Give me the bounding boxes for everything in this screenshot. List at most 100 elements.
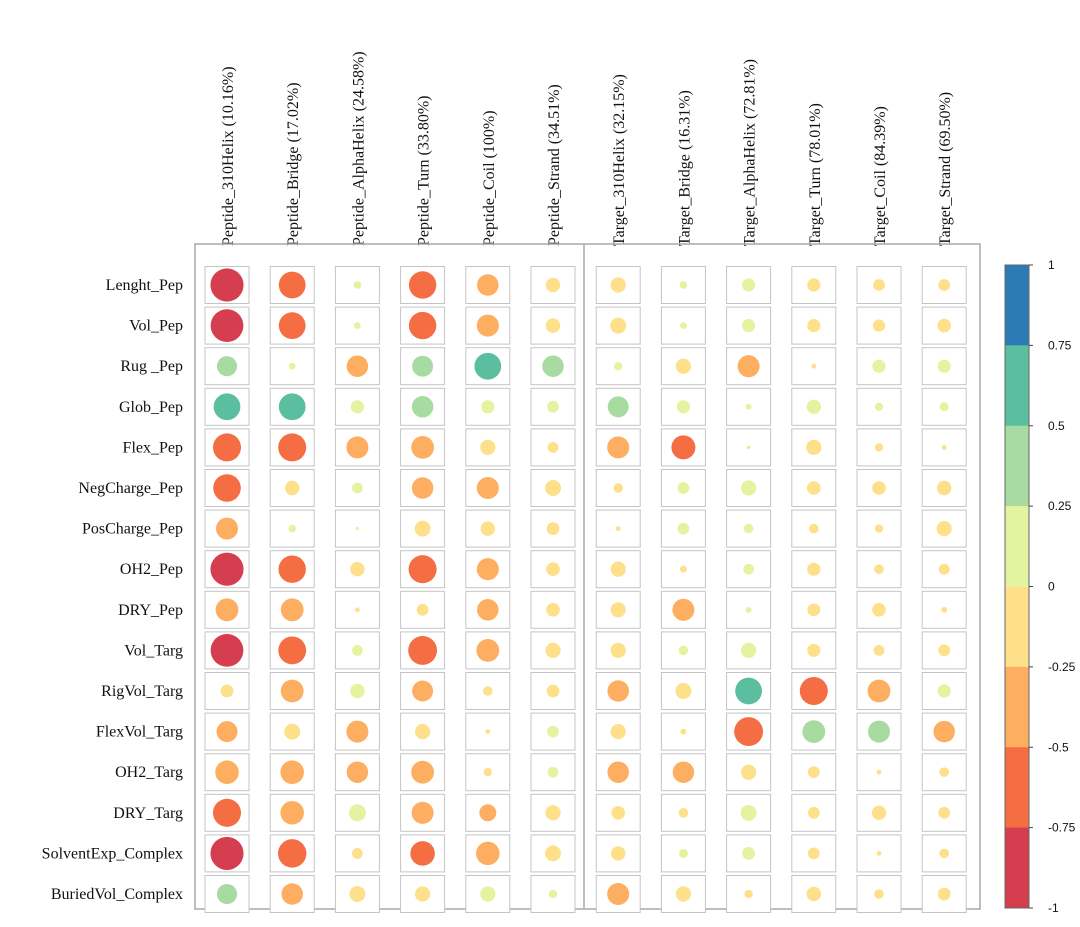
grid-cell	[660, 347, 706, 386]
correlation-bubble	[213, 474, 241, 502]
correlation-bubble	[481, 400, 495, 414]
grid-cell	[921, 347, 967, 386]
colorbar-segment	[1005, 506, 1029, 587]
grid-cell	[465, 875, 511, 913]
correlation-bubble	[807, 319, 821, 333]
correlation-bubble	[607, 396, 629, 418]
correlation-bubble	[213, 393, 241, 421]
row-label: PosCharge_Pep	[82, 521, 183, 538]
correlation-bubble	[545, 805, 561, 821]
colorbar-tick-label: -0.25	[1048, 660, 1076, 674]
correlation-bubble	[349, 886, 366, 902]
correlation-bubble	[281, 883, 303, 905]
correlation-bubble	[746, 445, 751, 450]
correlation-bubble	[611, 806, 625, 820]
correlation-bubble	[610, 846, 626, 861]
correlation-bubble	[355, 526, 360, 531]
grid-cell	[204, 347, 250, 386]
correlation-bubble	[807, 481, 821, 495]
correlation-bubble	[679, 281, 688, 289]
correlation-bubble	[476, 314, 499, 337]
correlation-bubble	[671, 435, 696, 460]
correlation-bubble	[410, 841, 435, 866]
correlation-bubble	[737, 355, 760, 378]
correlation-bubble	[678, 848, 688, 858]
plot-panel	[194, 243, 981, 910]
correlation-bubble	[807, 766, 820, 779]
correlation-bubble	[675, 683, 692, 699]
correlation-bubble	[546, 684, 560, 698]
correlation-bubble	[212, 433, 242, 462]
correlation-bubble	[615, 526, 621, 532]
correlation-bubble	[742, 278, 756, 292]
correlation-bubble	[874, 402, 884, 411]
correlation-bubble	[408, 311, 437, 340]
correlation-bubble	[874, 524, 884, 533]
row-label: BuriedVol_Complex	[51, 886, 183, 903]
correlation-bubble	[352, 848, 363, 859]
correlation-bubble	[414, 723, 431, 740]
colorbar-tick-label: -1	[1048, 901, 1059, 915]
column-label: Target_Coil (84.39%)	[872, 106, 889, 246]
correlation-bubble	[212, 798, 242, 827]
correlation-bubble	[476, 638, 500, 662]
correlation-bubble	[353, 281, 362, 289]
correlation-bubble	[675, 358, 692, 374]
correlation-bubble	[802, 720, 826, 744]
correlation-bubble	[876, 850, 882, 856]
colorbar-legend: 1 0.75 0.5 0.25 0 -0.25 -0.5 -0.75 -1	[1004, 258, 1076, 915]
correlation-bubble	[215, 598, 239, 622]
correlation-bubble	[678, 645, 689, 656]
correlation-bubble	[408, 635, 438, 665]
correlation-bubble	[740, 642, 757, 659]
row-label: Vol_Targ	[124, 642, 183, 659]
correlation-bubble	[807, 278, 821, 292]
correlation-bubble	[938, 279, 951, 291]
correlation-bubble	[740, 804, 757, 821]
correlation-bubble	[547, 442, 559, 453]
correlation-bubble	[210, 552, 244, 586]
correlation-bubble	[610, 277, 626, 293]
correlation-bubble	[547, 766, 559, 778]
correlation-bubble	[354, 607, 360, 613]
correlation-bubble	[278, 271, 306, 299]
column-label: Peptide_Turn (33.80%)	[416, 95, 433, 246]
correlation-bubble	[938, 644, 951, 657]
correlation-bubble	[607, 882, 630, 906]
correlation-bubble	[678, 807, 689, 818]
correlation-bubble	[350, 400, 364, 414]
correlation-bubble	[806, 439, 822, 456]
correlation-bubble	[743, 563, 754, 575]
correlation-bubble	[807, 643, 821, 657]
correlation-bubble	[476, 476, 499, 500]
correlation-bubble	[346, 761, 369, 783]
column-label: Peptide_310Helix (10.16%)	[220, 66, 237, 246]
colorbar-segment	[1005, 747, 1029, 829]
row-labels: Lenght_Pep Vol_Pep Rug _Pep Glob_Pep Flex_Pe…	[42, 277, 183, 903]
correlation-bubble	[346, 720, 369, 743]
correlation-bubble	[872, 603, 886, 617]
correlation-bubble	[545, 845, 561, 862]
correlation-bubble	[610, 561, 626, 577]
row-label: Lenght_Pep	[106, 277, 183, 294]
correlation-bubble	[215, 760, 239, 784]
correlation-bubble	[278, 555, 306, 583]
colorbar-segment	[1005, 345, 1029, 427]
correlation-bubble	[352, 645, 363, 656]
grid-cell	[726, 266, 772, 304]
colorbar-tick-label: 1	[1048, 258, 1055, 272]
correlation-bubble	[937, 318, 951, 333]
correlation-bubble	[278, 433, 307, 462]
grid-cell	[791, 469, 837, 507]
correlation-bubble	[941, 606, 948, 613]
correlation-bubble	[408, 555, 437, 584]
correlation-bubble	[545, 318, 561, 333]
column-label: Peptide_Coil (100%)	[481, 110, 498, 246]
colorbar-segment	[1005, 265, 1029, 346]
correlation-bubble	[610, 317, 627, 334]
column-label: Target_Strand (69.50%)	[937, 92, 954, 246]
correlation-bubble	[280, 598, 304, 622]
correlation-bubble	[799, 676, 828, 706]
correlation-bubble	[348, 804, 366, 822]
correlation-bubble	[675, 886, 692, 902]
